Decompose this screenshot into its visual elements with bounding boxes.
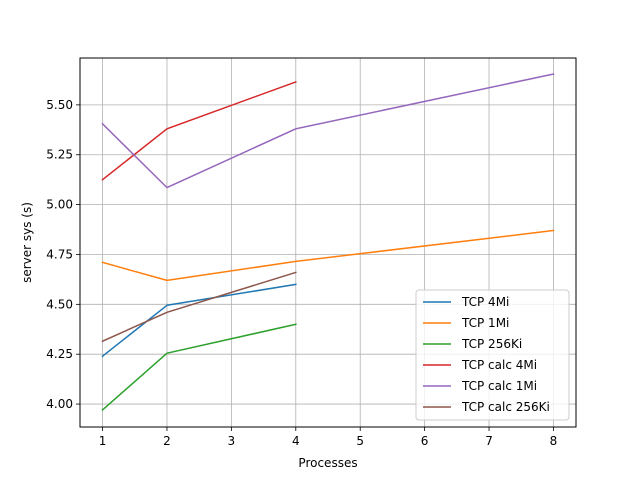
x-tick-label: 5 [356, 434, 364, 448]
y-tick-label: 4.75 [46, 247, 73, 261]
legend-label: TCP calc 256Ki [461, 400, 550, 414]
series-line [101, 323, 297, 412]
x-tick-label: 8 [550, 434, 558, 448]
y-axis-ticks: 4.00 4.25 4.50 4.75 5.00 5.25 5.50 [46, 98, 80, 411]
y-tick-label: 4.25 [46, 347, 73, 361]
y-tick-label: 5.50 [46, 98, 73, 112]
x-tick-label: 1 [99, 434, 107, 448]
x-tick-label: 2 [163, 434, 171, 448]
legend-label: TCP calc 1Mi [461, 379, 537, 393]
series-line [101, 229, 555, 282]
x-tick-label: 6 [421, 434, 429, 448]
x-axis-ticks: 1 2 3 4 5 6 7 8 [99, 427, 558, 448]
legend: TCP 4Mi TCP 1Mi TCP 256Ki TCP calc 4Mi TCP c… [415, 289, 570, 421]
y-tick-label: 4.50 [46, 297, 73, 311]
x-tick-label: 3 [228, 434, 236, 448]
x-tick-label: 4 [292, 434, 300, 448]
x-tick-label: 7 [485, 434, 493, 448]
series-line [101, 283, 297, 358]
legend-label: TCP 1Mi [461, 316, 509, 330]
legend-label: TCP calc 4Mi [461, 358, 537, 372]
y-tick-label: 5.25 [46, 148, 73, 162]
legend-label: TCP 256Ki [461, 337, 522, 351]
series-lines [101, 73, 555, 412]
series-line [101, 73, 555, 189]
y-tick-label: 4.00 [46, 397, 73, 411]
legend-box [415, 289, 570, 421]
x-axis-label: Processes [298, 456, 357, 470]
plot-area-frame [79, 57, 577, 428]
legend-label: TCP 4Mi [461, 295, 509, 309]
y-axis-label: server sys (s) [20, 202, 34, 283]
series-line [101, 271, 297, 343]
series-line [101, 80, 297, 181]
y-tick-label: 5.00 [46, 198, 73, 212]
